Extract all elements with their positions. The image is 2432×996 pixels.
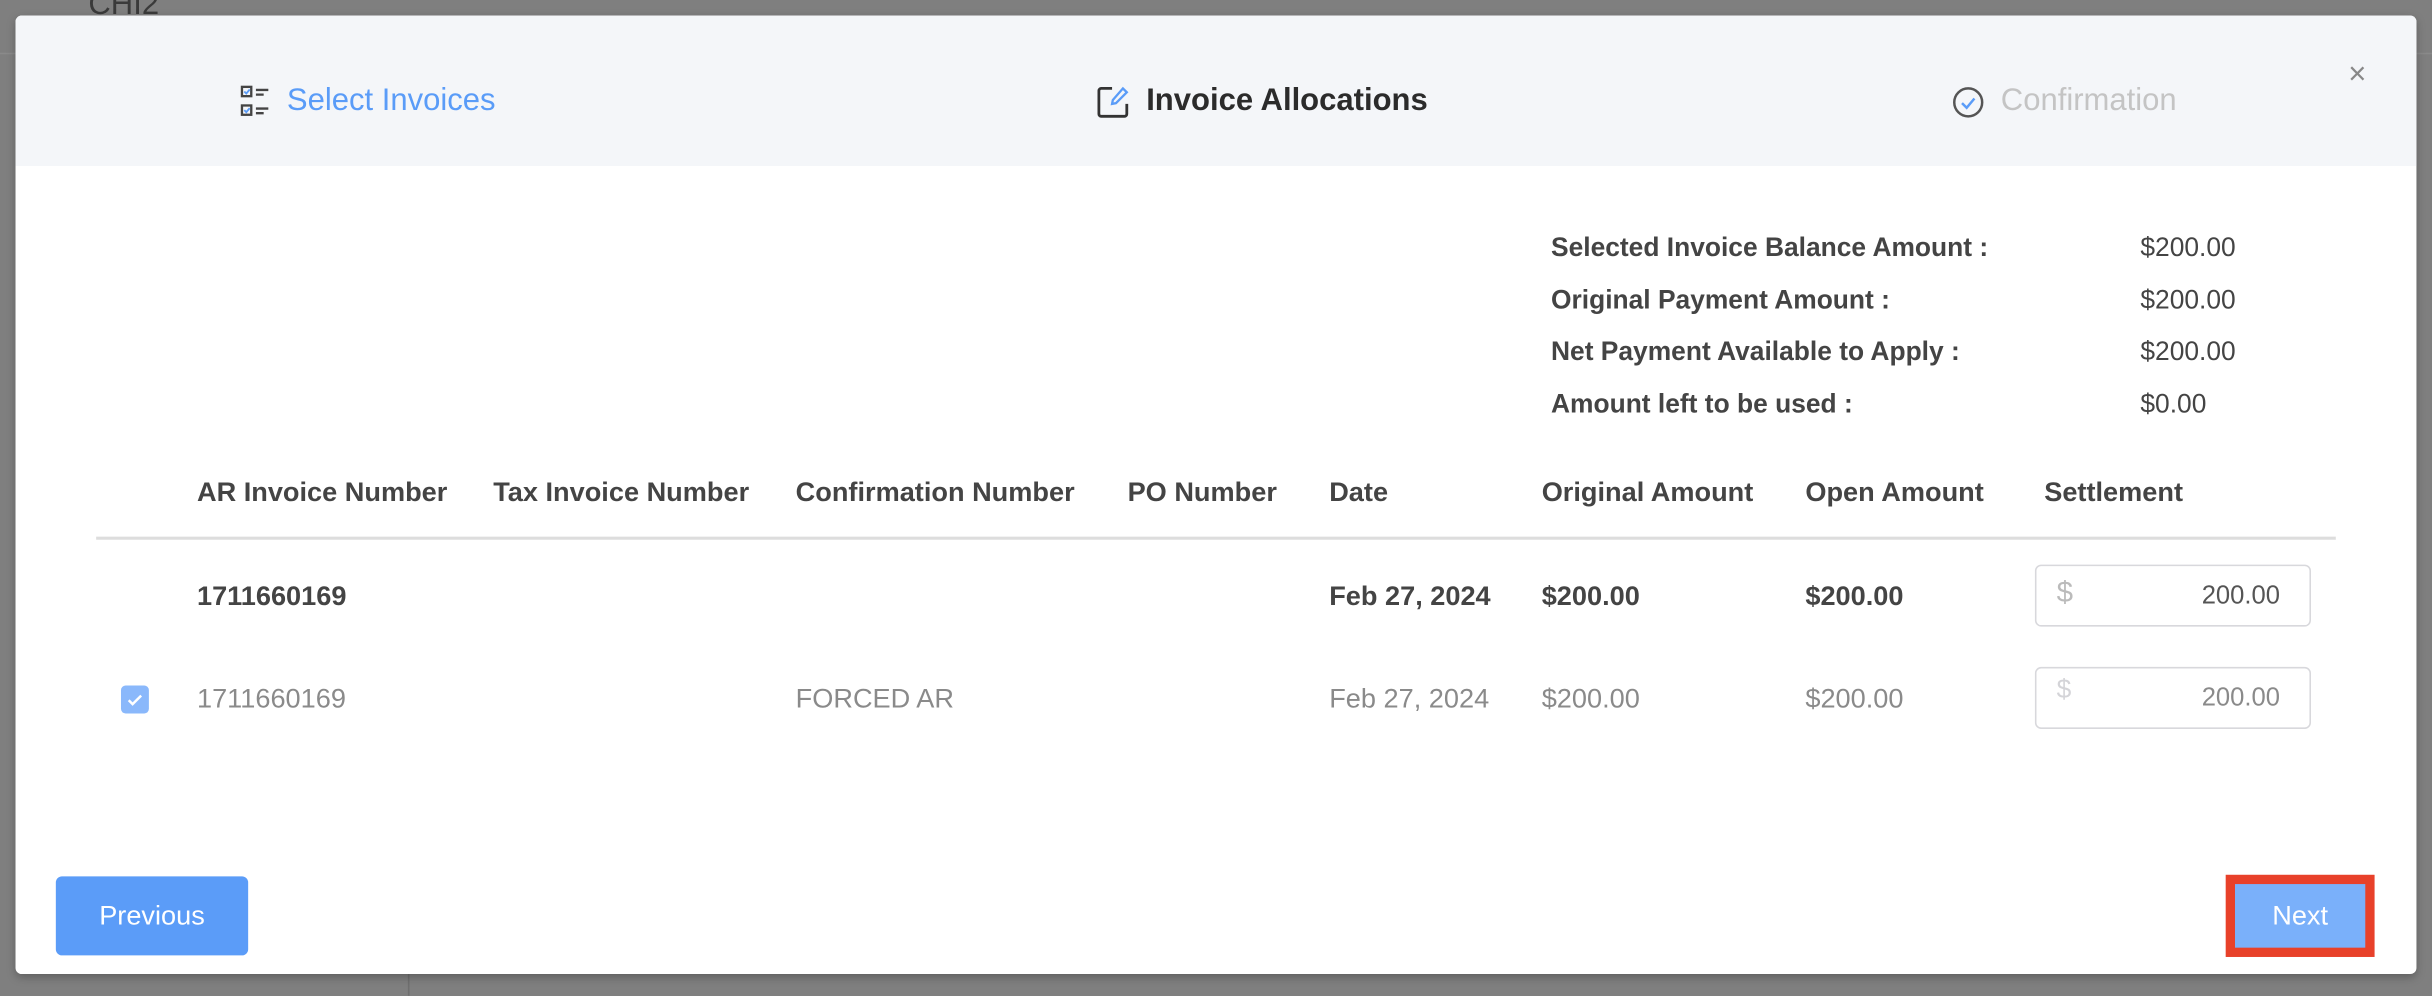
row-checkbox[interactable] [120, 685, 149, 714]
settlement-input[interactable]: $ 200.00 [2034, 564, 2311, 627]
summary-label: Net Payment Available to Apply : [1551, 337, 1960, 367]
previous-button[interactable]: Previous [55, 876, 249, 956]
confirmation-number: FORCED AR [795, 682, 955, 714]
column-header-tax-invoice: Tax Invoice Number [493, 476, 750, 508]
summary-label: Selected Invoice Balance Amount : [1551, 232, 1989, 263]
column-header-settlement: Settlement [2044, 476, 2183, 508]
summary-row: Original Payment Amount : $200.00 [1551, 285, 2264, 337]
step-label: Select Invoices [286, 83, 496, 118]
open-amount: $200.00 [1805, 580, 1904, 612]
background-divider [407, 974, 410, 996]
step-label: Invoice Allocations [1146, 83, 1428, 118]
settlement-value: 200.00 [2201, 683, 2280, 712]
summary-value: $200.00 [2140, 284, 2236, 315]
step-label: Confirmation [2000, 83, 2177, 118]
summary-row: Amount left to be used : $0.00 [1551, 389, 2264, 441]
currency-symbol: $ [2056, 576, 2074, 610]
column-header-date: Date [1329, 476, 1389, 508]
ar-invoice-number: 1711660169 [196, 682, 346, 714]
column-header-confirmation: Confirmation Number [795, 476, 1075, 508]
summary-label: Original Payment Amount : [1551, 284, 1890, 315]
settlement-input-disabled: $ 200.00 [2034, 666, 2311, 729]
column-header-open-amount: Open Amount [1805, 476, 1984, 508]
column-header-po: PO Number [1127, 476, 1277, 508]
table-header-divider [96, 536, 2336, 540]
check-icon [127, 694, 143, 706]
invoice-date: Feb 27, 2024 [1329, 682, 1490, 714]
step-confirmation[interactable]: Confirmation [1951, 84, 2177, 120]
currency-symbol: $ [2056, 674, 2072, 705]
open-amount: $200.00 [1805, 682, 1904, 714]
check-circle-icon [1951, 85, 1985, 119]
payment-summary: Selected Invoice Balance Amount : $200.00… [1551, 233, 2264, 442]
checklist-icon [240, 84, 271, 119]
summary-value: $200.00 [2140, 232, 2236, 263]
step-select-invoices[interactable]: Select Invoices [240, 83, 496, 120]
summary-row: Selected Invoice Balance Amount : $200.00 [1551, 233, 2264, 285]
column-header-original-amount: Original Amount [1541, 476, 1754, 508]
close-icon[interactable]: × [2348, 57, 2367, 92]
column-header-ar-invoice: AR Invoice Number [196, 476, 448, 508]
step-invoice-allocations[interactable]: Invoice Allocations [1097, 84, 1428, 120]
summary-value: $0.00 [2140, 389, 2207, 419]
invoice-date: Feb 27, 2024 [1329, 580, 1491, 612]
invoice-allocation-modal: Select Invoices Invoice Allocations Conf… [15, 15, 2417, 975]
original-amount: $200.00 [1541, 682, 1640, 714]
original-amount: $200.00 [1541, 580, 1640, 612]
next-button[interactable]: Next [2234, 884, 2366, 948]
summary-label: Amount left to be used : [1551, 389, 1853, 419]
wizard-steps: Select Invoices Invoice Allocations Conf… [15, 15, 2417, 166]
settlement-value: 200.00 [2201, 581, 2280, 610]
summary-value: $200.00 [2140, 337, 2236, 367]
edit-icon [1097, 85, 1131, 119]
summary-row: Net Payment Available to Apply : $200.00 [1551, 337, 2264, 389]
ar-invoice-number: 1711660169 [196, 580, 347, 612]
